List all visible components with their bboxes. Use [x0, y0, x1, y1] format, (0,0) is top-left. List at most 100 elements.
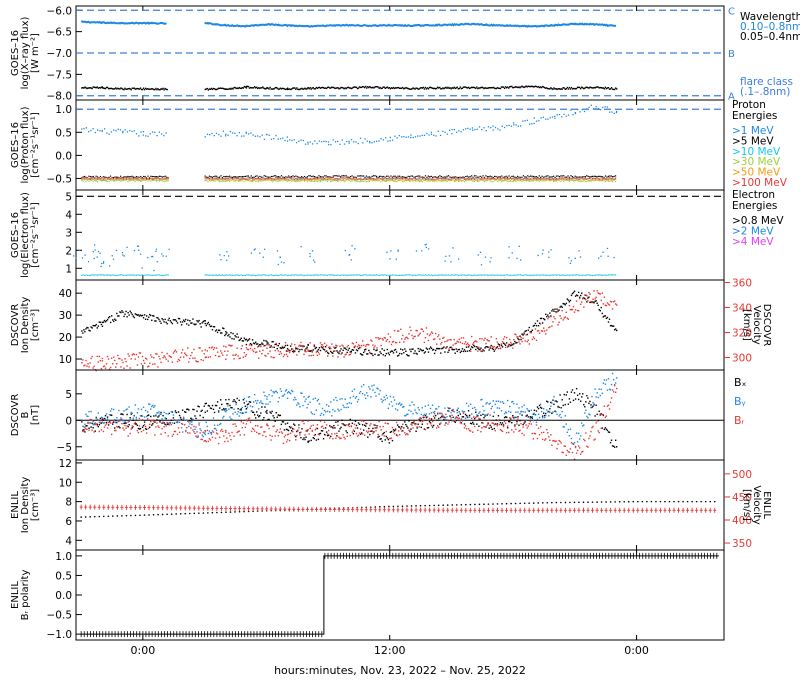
- series-point: [559, 179, 560, 180]
- series-point: [248, 133, 249, 134]
- series-point: [559, 176, 560, 177]
- series-point: [607, 302, 608, 303]
- series-point: [272, 178, 273, 179]
- series-point: [233, 177, 234, 178]
- series-point: [314, 176, 315, 177]
- series-point: [429, 348, 430, 349]
- series-point: [377, 178, 378, 179]
- series-point: [341, 175, 342, 176]
- series-point: [329, 425, 330, 426]
- series-point: [441, 179, 442, 180]
- series-point: [209, 324, 210, 325]
- series-point: [252, 339, 253, 340]
- series-point: [340, 179, 341, 180]
- series-point: [102, 358, 103, 359]
- series-point: [120, 366, 121, 367]
- series-point: [367, 179, 368, 180]
- series-point: [227, 405, 228, 406]
- series-point: [404, 421, 405, 422]
- series-point: [484, 179, 485, 180]
- series-point: [229, 181, 230, 182]
- series-point: [392, 405, 393, 406]
- series-point: [92, 128, 93, 129]
- series-point: [351, 351, 352, 352]
- series-point: [389, 341, 390, 342]
- series-point: [586, 181, 587, 182]
- series-point: [119, 177, 120, 178]
- series-point: [277, 178, 278, 179]
- series-point: [610, 442, 611, 443]
- series-point: [570, 402, 571, 403]
- series-point: [517, 274, 518, 275]
- series-point: [246, 180, 247, 181]
- series-point: [354, 248, 355, 249]
- series-point: [207, 323, 208, 324]
- series-point: [325, 411, 326, 412]
- series-point: [534, 275, 535, 276]
- series-point: [336, 275, 337, 276]
- series-point: [481, 129, 482, 130]
- series-point: [146, 177, 147, 178]
- series-point: [387, 176, 388, 177]
- series-point: [263, 417, 264, 418]
- series-point: [268, 178, 269, 179]
- series-point: [490, 127, 491, 128]
- series-point: [171, 322, 172, 323]
- series-point: [513, 177, 514, 178]
- series-point: [329, 411, 330, 412]
- series-point: [438, 131, 439, 132]
- series-point: [450, 339, 451, 340]
- series-point: [403, 341, 404, 342]
- series-point: [81, 362, 82, 363]
- series-point: [196, 411, 197, 412]
- series-point: [113, 356, 114, 357]
- series-point: [386, 180, 387, 181]
- series-point: [158, 356, 159, 357]
- series-point: [357, 350, 358, 351]
- series-point: [224, 351, 225, 352]
- series-point: [474, 179, 475, 180]
- series-point: [472, 178, 473, 179]
- series-point: [87, 327, 88, 328]
- series-point: [328, 274, 329, 275]
- series-point: [284, 140, 285, 141]
- series-point: [138, 356, 139, 357]
- series-point: [462, 180, 463, 181]
- series-point: [569, 275, 570, 276]
- series-point: [243, 135, 244, 136]
- series-point: [142, 274, 143, 275]
- y-tick-label: 5: [65, 191, 72, 203]
- series-point: [168, 413, 169, 414]
- series-point: [511, 343, 512, 344]
- series-point: [228, 178, 229, 179]
- series-point: [404, 338, 405, 339]
- series-point: [108, 358, 109, 359]
- series-point: [459, 339, 460, 340]
- series-point: [552, 178, 553, 179]
- series-point: [602, 252, 603, 253]
- series-point: [306, 347, 307, 348]
- series-point: [471, 336, 472, 337]
- series-point: [112, 255, 113, 256]
- series-point: [595, 405, 596, 406]
- series-point: [274, 175, 275, 176]
- series-point: [602, 292, 603, 293]
- series-point: [498, 180, 499, 181]
- series-point: [206, 177, 207, 178]
- series-point: [110, 410, 111, 411]
- series-point: [390, 140, 391, 141]
- series-point: [192, 419, 193, 420]
- series-point: [143, 275, 144, 276]
- series-point: [590, 177, 591, 178]
- series-point: [115, 422, 116, 423]
- series-point: [134, 178, 135, 179]
- series-point: [264, 395, 265, 396]
- series-point: [438, 176, 439, 177]
- series-point: [415, 431, 416, 432]
- series-point: [116, 177, 117, 178]
- series-point: [349, 143, 350, 144]
- series-point: [579, 275, 580, 276]
- series-point: [546, 180, 547, 181]
- series-point: [153, 407, 154, 408]
- series-point: [402, 178, 403, 179]
